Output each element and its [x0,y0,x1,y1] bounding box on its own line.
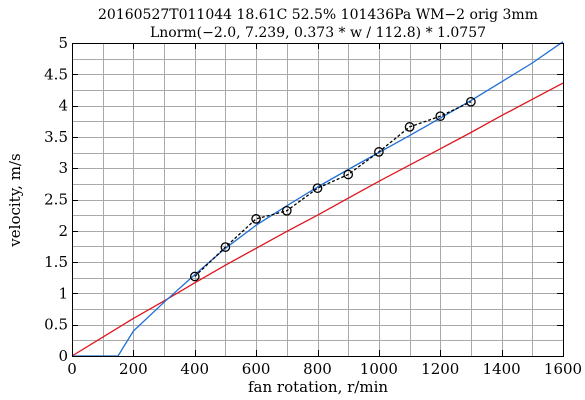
measured-point [466,96,476,107]
plot-series [71,41,564,357]
x-tick-label: 1200 [421,360,459,378]
chart-title-line-1: 20160527T011044 18.61C 52.5% 101436Pa WM… [98,7,538,23]
y-axis-label: velocity, m/s [6,153,24,247]
x-tick-label: 1400 [483,360,521,378]
measured-point [251,214,261,224]
fit-curve-line [71,82,564,357]
measured-point [281,205,292,216]
y-tick-label: 1.5 [44,253,68,271]
y-tick-label: 5 [58,34,68,52]
y-tick-label: 0 [58,347,68,365]
tick-marks [72,43,564,357]
measured-point [404,122,415,132]
chart-title-line-2: Lnorm(−2.0, 7.239, 0.373 * w / 112.8) * … [150,25,486,41]
x-tick-label: 200 [119,360,148,378]
measured-series-line [194,101,472,277]
y-tick-label: 2 [58,222,68,240]
x-tick-label: 1600 [544,360,582,378]
fit-curve-line [72,41,564,357]
y-tick-label: 2.5 [44,191,68,209]
x-tick-label: 600 [242,360,271,378]
measured-point [220,242,231,252]
x-axis-label: fan rotation, r/min [248,378,388,396]
x-tick-label: 0 [67,360,77,378]
x-tick-labels: 0 200 400 600 800 1000 1200 1400 1600 [67,360,582,378]
y-tick-label: 3.5 [44,128,68,146]
x-tick-label: 400 [180,360,209,378]
y-tick-label: 0.5 [44,316,68,334]
y-tick-labels: 0 0.5 1 1.5 2 2.5 3 3.5 4 4.5 5 [44,34,68,365]
measured-point [374,147,384,157]
y-tick-label: 1 [58,284,68,302]
measured-point [312,183,323,194]
x-tick-label: 800 [303,360,332,378]
y-tick-label: 3 [58,159,68,177]
grid [72,43,564,357]
measured-point [189,271,200,282]
x-tick-label: 1000 [360,360,398,378]
y-tick-label: 4 [58,97,68,115]
measured-point [435,111,446,122]
measured-point [343,169,354,180]
y-tick-label: 4.5 [44,65,68,83]
